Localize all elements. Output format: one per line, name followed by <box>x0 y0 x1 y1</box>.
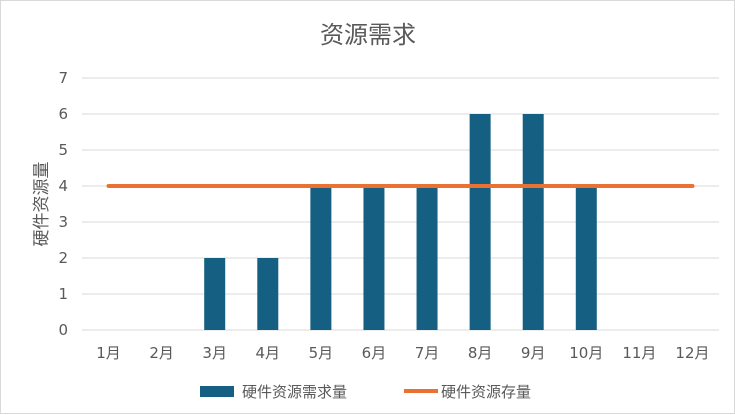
y-tick-label: 2 <box>58 249 68 267</box>
y-tick-label: 1 <box>58 285 68 303</box>
x-tick-label: 7月 <box>415 344 440 362</box>
y-tick-label: 7 <box>58 69 68 87</box>
y-tick-label: 5 <box>58 141 68 159</box>
y-tick-label: 3 <box>58 213 68 231</box>
bar-4月 <box>257 258 279 330</box>
bar-7月 <box>416 186 438 330</box>
x-tick-label: 10月 <box>569 344 603 362</box>
bar-10月 <box>575 186 597 330</box>
y-axis-label: 硬件资源量 <box>32 162 52 247</box>
x-tick-label: 4月 <box>256 344 281 362</box>
legend: 硬件资源需求量 硬件资源存量 <box>200 383 531 401</box>
y-tick-labels: 0 1 2 3 4 5 6 7 <box>58 69 68 339</box>
legend-label-stock: 硬件资源存量 <box>441 383 531 401</box>
y-tick-label: 4 <box>58 177 68 195</box>
x-tick-label: 12月 <box>675 344 709 362</box>
x-tick-labels: 1月 2月 3月 4月 5月 6月 7月 8月 9月 10月 11月 12月 <box>96 344 709 362</box>
bar-6月 <box>363 186 385 330</box>
bar-5月 <box>310 186 332 330</box>
x-tick-label: 9月 <box>521 344 546 362</box>
x-tick-label: 1月 <box>96 344 121 362</box>
x-tick-label: 3月 <box>202 344 227 362</box>
x-tick-label: 5月 <box>309 344 334 362</box>
bar-9月 <box>522 114 544 330</box>
bar-series <box>204 114 597 330</box>
y-tick-label: 6 <box>58 105 68 123</box>
x-tick-label: 6月 <box>362 344 387 362</box>
legend-label-demand: 硬件资源需求量 <box>242 383 347 401</box>
gridlines <box>82 77 719 331</box>
bar-8月 <box>469 114 491 330</box>
legend-swatch-demand <box>200 386 234 397</box>
x-tick-label: 2月 <box>149 344 174 362</box>
bar-3月 <box>204 258 226 330</box>
chart-title: 资源需求 <box>320 21 416 49</box>
x-tick-label: 11月 <box>622 344 656 362</box>
y-tick-label: 0 <box>58 321 68 339</box>
x-tick-label: 8月 <box>468 344 493 362</box>
